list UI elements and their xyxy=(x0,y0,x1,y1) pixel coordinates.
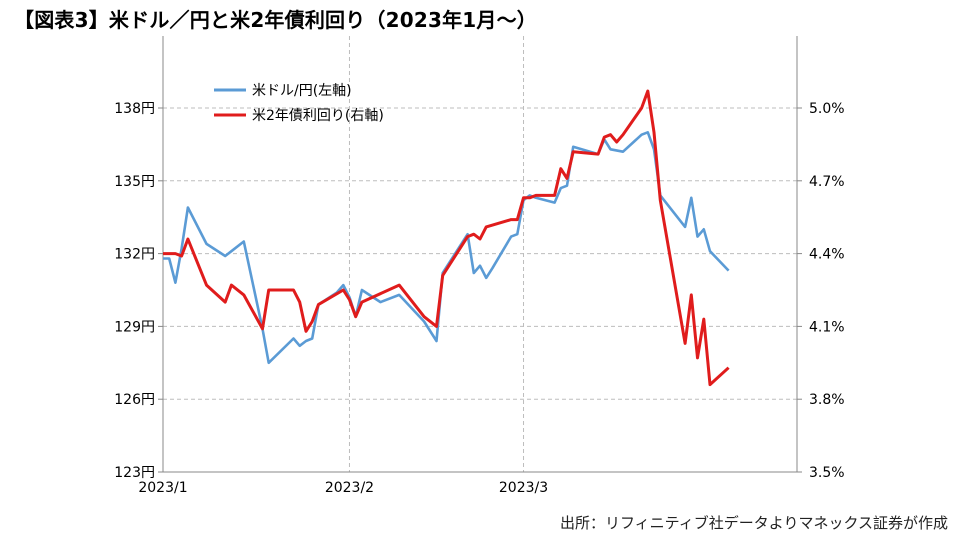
source-note: 出所：リフィニティブ社データよりマネックス証券が作成 xyxy=(559,514,948,532)
tick-labels: 123円 3.5% 126円 3.8% 129円 4.1% 132円 4.4% 135円 4.7%… xyxy=(114,101,844,496)
left-tick-label: 132円 xyxy=(114,247,155,263)
left-tick-label: 123円 xyxy=(114,465,155,481)
right-tick-label: 4.7% xyxy=(809,174,845,190)
legend-label: 米ドル/円(左軸) xyxy=(252,83,352,99)
right-tick-label: 3.5% xyxy=(809,465,845,481)
legend: 米ドル/円(左軸) 米2年債利回り(右軸) xyxy=(214,83,384,124)
usdjpy-line xyxy=(163,131,730,365)
right-tick-label: 4.4% xyxy=(809,247,845,263)
left-tick-label: 138円 xyxy=(114,101,155,117)
x-tick-label: 2023/2 xyxy=(325,480,374,496)
x-tick-label: 2023/1 xyxy=(138,480,187,496)
right-tick-label: 3.8% xyxy=(809,392,845,408)
grid-lines xyxy=(163,36,797,472)
left-tick-label: 135円 xyxy=(114,174,155,190)
series-lines xyxy=(163,89,730,387)
right-tick-label: 4.1% xyxy=(809,319,845,335)
left-tick-label: 126円 xyxy=(114,392,155,408)
legend-label: 米2年債利回り(右軸) xyxy=(252,108,384,124)
x-tick-label: 2023/3 xyxy=(499,480,548,496)
chart-title: 【図表3】米ドル／円と米2年債利回り（2023年1月～） xyxy=(14,8,538,32)
left-tick-label: 129円 xyxy=(114,319,155,335)
us2y-yield-line xyxy=(163,89,730,387)
right-tick-label: 5.0% xyxy=(809,101,845,117)
